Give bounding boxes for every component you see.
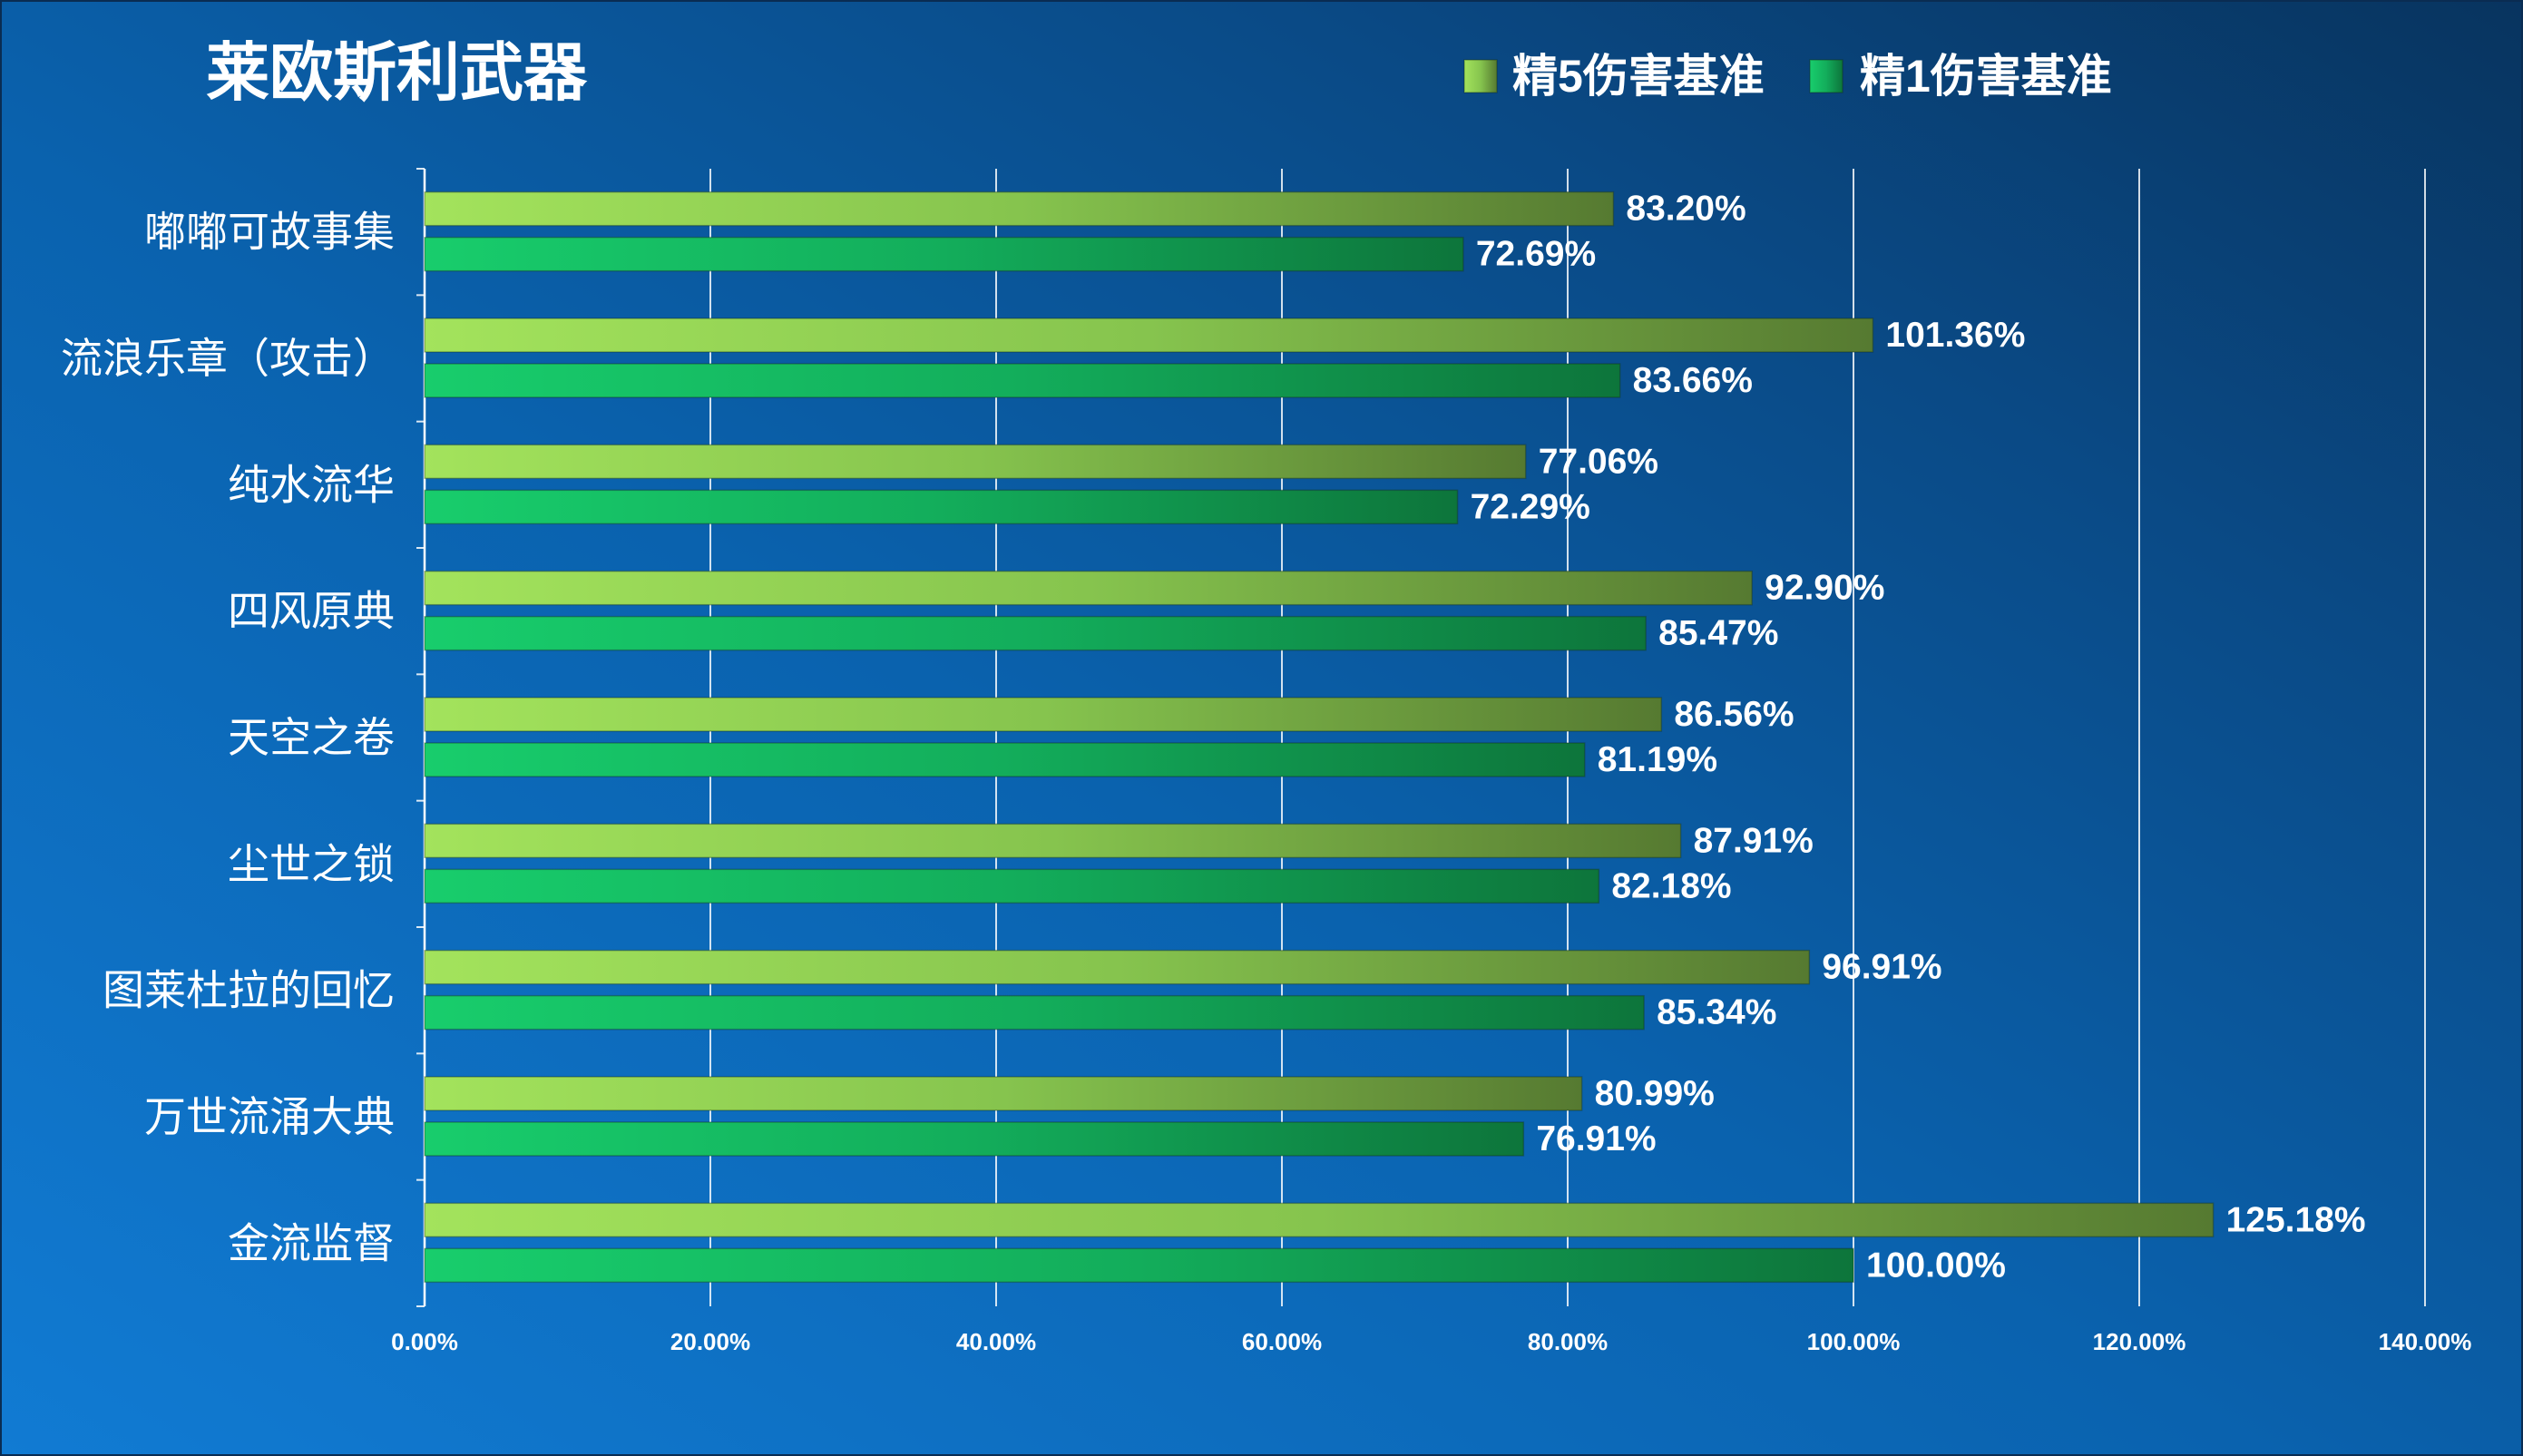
x-tick-label: 100.00%	[1807, 1328, 1901, 1355]
category-label-4: 四风原典	[228, 588, 395, 635]
bar-refine1-7	[424, 994, 1645, 1031]
category-label-8: 万世流涌大典	[144, 1093, 395, 1140]
data-label-refine1-1: 72.69%	[1476, 235, 1596, 274]
data-label-refine5-1: 83.20%	[1626, 190, 1746, 229]
x-tick-label: 0.00%	[391, 1328, 458, 1355]
category-label-7: 图莱杜拉的回忆	[103, 967, 395, 1014]
data-label-refine1-5: 81.19%	[1598, 740, 1717, 779]
x-tick-label: 120.00%	[2093, 1328, 2186, 1355]
legend-label-refine1: 精1伤害基准	[1860, 51, 2112, 102]
data-label-refine5-6: 87.91%	[1694, 821, 1814, 860]
category-label-2: 流浪乐章（攻击）	[61, 335, 395, 382]
data-label-refine1-2: 83.66%	[1633, 361, 1753, 400]
data-label-refine1-3: 72.29%	[1471, 487, 1590, 526]
legend: 精5伤害基准 精1伤害基准	[1463, 51, 2112, 102]
category-label-1: 嘟嘟可故事集	[144, 209, 395, 256]
data-label-refine1-8: 76.91%	[1536, 1119, 1656, 1158]
category-label-9: 金流监督	[228, 1219, 395, 1266]
bar-refine5-1	[424, 191, 1615, 227]
bar-refine5-5	[424, 697, 1663, 732]
data-label-refine1-7: 85.34%	[1657, 993, 1776, 1032]
bar-refine5-4	[424, 570, 1753, 606]
data-label-refine5-5: 86.56%	[1674, 695, 1794, 734]
bar-refine1-1	[424, 236, 1464, 272]
data-label-refine5-8: 80.99%	[1595, 1074, 1715, 1113]
bar-refine1-2	[424, 363, 1621, 398]
data-label-refine5-9: 125.18%	[2226, 1200, 2366, 1239]
x-tick-label: 60.00%	[1242, 1328, 1322, 1355]
x-tick-label: 80.00%	[1528, 1328, 1608, 1355]
bar-refine1-8	[424, 1121, 1525, 1157]
data-label-refine5-4: 92.90%	[1765, 569, 1884, 608]
bar-refine5-2	[424, 318, 1874, 353]
category-label-6: 尘世之锁	[228, 840, 395, 887]
category-label-5: 天空之卷	[228, 714, 395, 761]
plot-area: 0.00% 20.00% 40.00% 60.00% 80.00% 100.00% 120.…	[61, 168, 2472, 1355]
data-label-refine5-2: 101.36%	[1885, 316, 2025, 355]
legend-swatch-refine1	[1809, 59, 1843, 93]
legend-swatch-refine5	[1463, 59, 1498, 93]
legend-item-refine5: 精5伤害基准	[1463, 51, 1765, 102]
bar-refine1-9	[424, 1247, 1854, 1284]
bar-refine5-8	[424, 1076, 1583, 1111]
legend-item-refine1: 精1伤害基准	[1809, 51, 2112, 102]
data-label-refine1-6: 82.18%	[1611, 866, 1731, 905]
bar-refine5-3	[424, 444, 1527, 480]
chart-title: 莱欧斯利武器	[206, 37, 588, 108]
data-label-refine5-7: 96.91%	[1822, 948, 1941, 987]
x-tick-label: 20.00%	[670, 1328, 750, 1355]
legend-label-refine5: 精5伤害基准	[1512, 51, 1765, 102]
bar-refine1-6	[424, 868, 1600, 904]
bar-refine1-3	[424, 489, 1459, 525]
category-label-3: 纯水流华	[228, 461, 395, 508]
bar-refine5-9	[424, 1202, 2215, 1238]
bar-refine5-6	[424, 823, 1682, 859]
data-label-refine1-9: 100.00%	[1866, 1246, 2006, 1285]
bar-refine1-5	[424, 742, 1586, 777]
bar-refine1-4	[424, 615, 1647, 651]
x-tick-label: 40.00%	[956, 1328, 1036, 1355]
data-label-refine5-3: 77.06%	[1539, 442, 1658, 481]
x-tick-label: 140.00%	[2379, 1328, 2472, 1355]
data-label-refine1-4: 85.47%	[1658, 614, 1778, 653]
bar-refine5-7	[424, 949, 1811, 985]
